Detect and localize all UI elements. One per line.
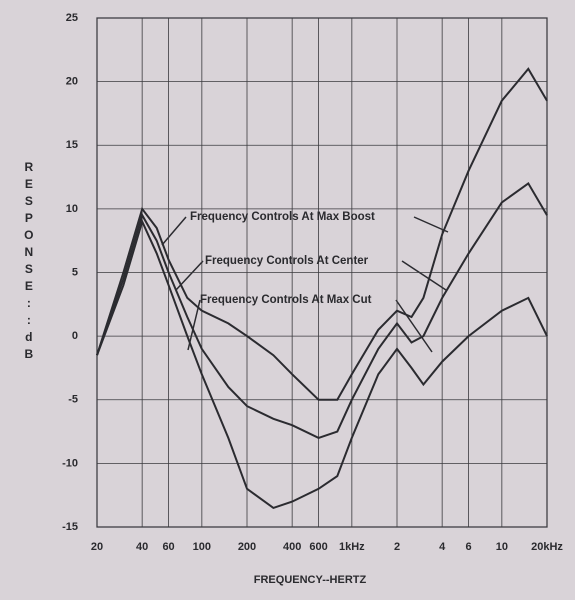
y-tick-label: 25 (66, 12, 78, 24)
y-tick-label: -5 (68, 394, 78, 406)
x-tick-label: 4 (439, 541, 446, 553)
leader-line (395, 299, 433, 353)
x-tick-label: 6 (466, 541, 472, 553)
leader-line (401, 260, 447, 291)
x-tick-label: 400 (283, 541, 301, 553)
y-tick-label: 20 (66, 76, 78, 88)
x-tick-label: 40 (136, 541, 148, 553)
curve-label: Frequency Controls At Max Cut (200, 294, 372, 306)
x-tick-label: 200 (238, 541, 256, 553)
y-tick-label: 5 (72, 266, 78, 278)
y-tick-label: 10 (66, 203, 78, 215)
y-tick-label: -10 (62, 457, 78, 469)
y-tick-label: 15 (66, 139, 78, 151)
curve (96, 218, 548, 510)
leader-line (161, 216, 187, 246)
x-tick-label: 60 (162, 541, 174, 553)
curve (96, 67, 548, 401)
x-tick-label: 20 (91, 541, 103, 553)
curve-label: Frequency Controls At Center (205, 255, 369, 267)
x-tick-label: 100 (193, 541, 211, 553)
curve (96, 181, 548, 439)
curve-label: Frequency Controls At Max Boost (190, 211, 375, 223)
x-axis-label: FREQUENCY--HERTZ (254, 574, 367, 586)
x-tick-label: 10 (496, 541, 508, 553)
x-tick-label: 1kHz (339, 541, 365, 553)
y-tick-label: -15 (62, 521, 78, 533)
x-tick-label: 2 (394, 541, 400, 553)
y-axis-label: RESPONSE::dB (22, 160, 36, 364)
x-tick-label: 20kHz (531, 541, 563, 553)
x-tick-label: 600 (309, 541, 327, 553)
y-tick-label: 0 (72, 330, 78, 342)
